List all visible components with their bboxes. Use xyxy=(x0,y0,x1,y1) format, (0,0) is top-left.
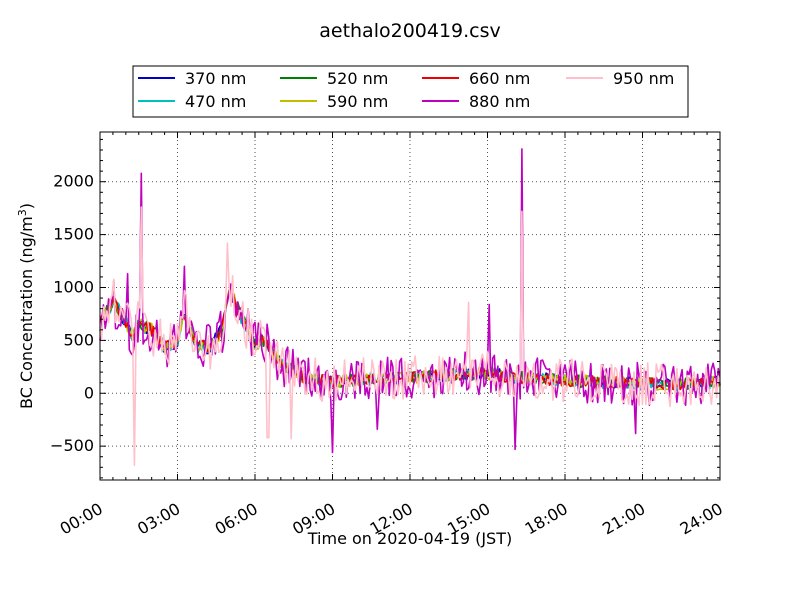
legend-box xyxy=(132,65,689,118)
y-tick-label: 2000 xyxy=(53,172,94,191)
legend-label: 520 nm xyxy=(327,69,388,88)
legend: 370 nm 470 nm 520 nm 590 nm 660 nm 880 nm 950 … xyxy=(132,65,689,118)
legend-label: 370 nm xyxy=(185,69,246,88)
series-group xyxy=(99,148,721,467)
y-axis-label-end: ) xyxy=(17,203,36,209)
legend-label: 950 nm xyxy=(613,69,674,88)
y-tick-label: 500 xyxy=(63,330,94,349)
y-axis-label-superscript: 3 xyxy=(16,209,29,216)
legend-label: 660 nm xyxy=(469,69,530,88)
y-tick-label: 1000 xyxy=(53,277,94,296)
y-tick-label: 0 xyxy=(84,383,94,402)
legend-label: 470 nm xyxy=(185,92,246,111)
y-axis-label-main: BC Concentration (ng/m xyxy=(17,216,36,409)
legend-label: 880 nm xyxy=(469,92,530,111)
y-axis-label: BC Concentration (ng/m3) xyxy=(16,203,36,409)
x-axis-label: Time on 2020-04-19 (JST) xyxy=(307,529,512,548)
series-line-950-nm xyxy=(99,206,721,467)
legend-label: 590 nm xyxy=(327,92,388,111)
chart-title: aethalo200419.csv xyxy=(319,20,501,42)
y-tick-label: −500 xyxy=(50,436,94,455)
y-tick-label: 1500 xyxy=(53,225,94,244)
series-line-880-nm xyxy=(99,148,721,454)
grid xyxy=(100,132,720,480)
